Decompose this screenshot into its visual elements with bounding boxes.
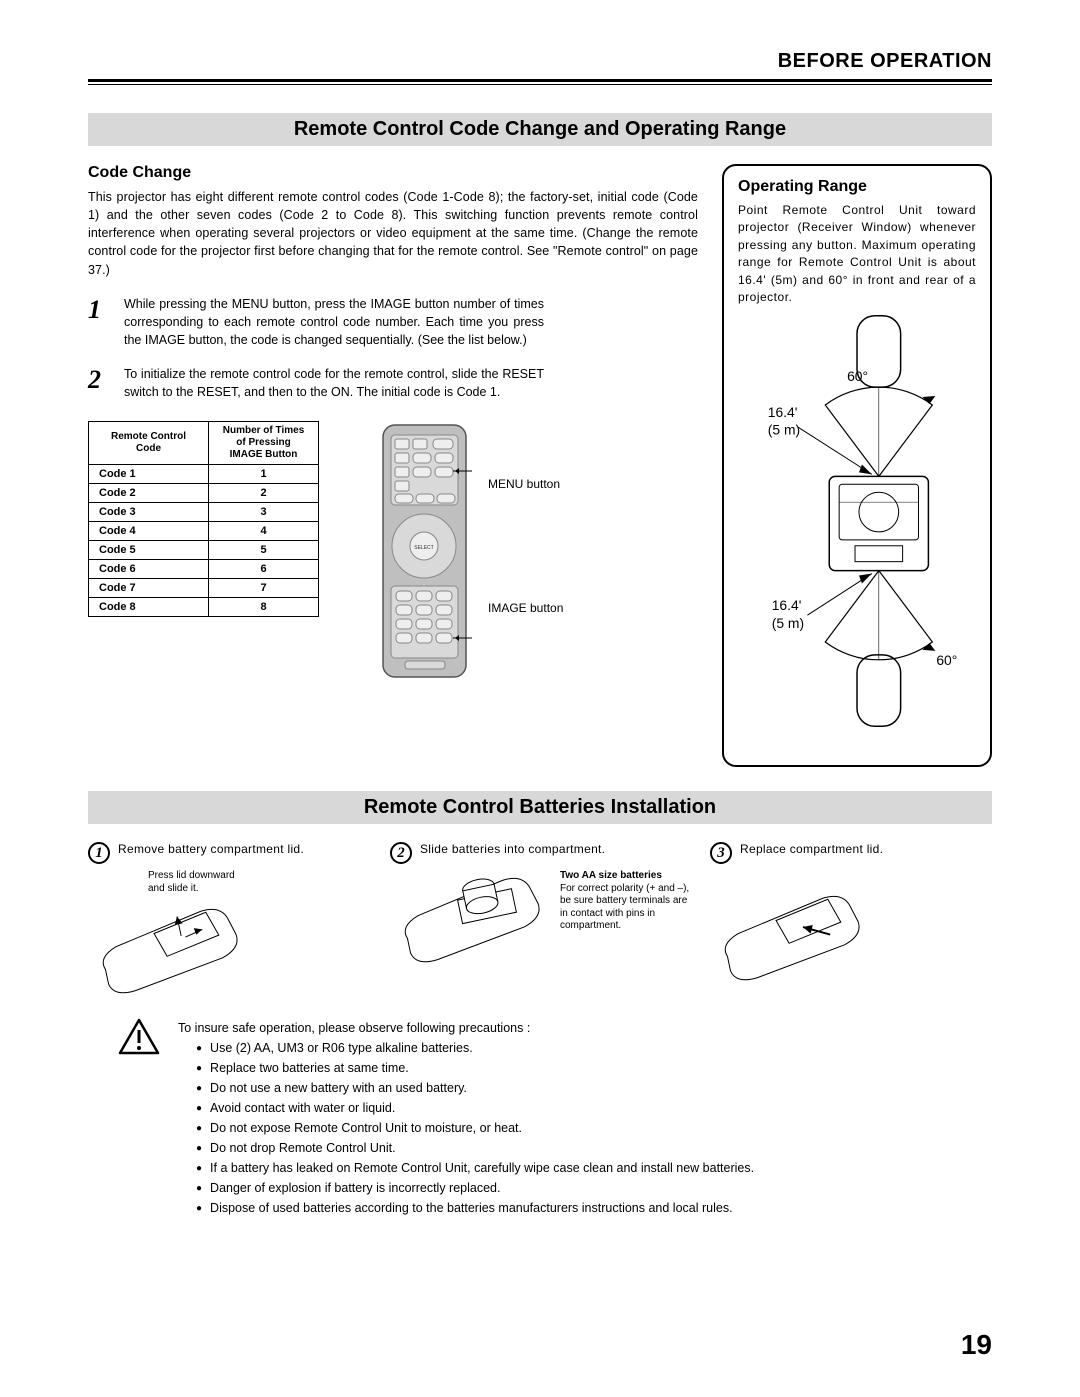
code-cell: Code 2 [89,484,209,503]
precaution-item: Do not use a new battery with an used ba… [196,1078,754,1098]
menu-button-label: MENU button [488,477,563,491]
code-cell: Code 8 [89,598,209,617]
battery-step-1: 1 Remove battery compartment lid. Press … [88,842,370,996]
image-button-label: IMAGE button [488,601,563,615]
code-cell: Code 3 [89,503,209,522]
battery-text-1: Remove battery compartment lid. [118,842,304,858]
table-row: Code 77 [89,579,319,598]
times-cell: 1 [209,465,319,484]
times-cell: 2 [209,484,319,503]
code-change-intro: This projector has eight different remot… [88,188,698,279]
step-2-text: To initialize the remote control code fo… [124,365,544,401]
battery-steps: 1 Remove battery compartment lid. Press … [88,842,992,996]
operating-range-box: Operating Range Point Remote Control Uni… [722,164,992,767]
step-2-num: 2 [88,365,110,401]
step-1-text: While pressing the MENU button, press th… [124,295,544,349]
dist-bot-1: 16.4' [772,598,802,614]
code-cell: Code 6 [89,560,209,579]
battery-step-2: 2 Slide batteries into compartment. Two … [390,842,690,996]
battery-step-3: 3 Replace compartment lid. [710,842,992,996]
step-2: 2 To initialize the remote control code … [88,365,698,401]
left-column: Code Change This projector has eight dif… [88,164,698,681]
times-cell: 8 [209,598,319,617]
th-code: Remote Control Code [89,422,209,465]
precautions-row: To insure safe operation, please observe… [88,1018,992,1218]
code-cell: Code 5 [89,541,209,560]
precaution-item: Use (2) AA, UM3 or R06 type alkaline bat… [196,1038,754,1058]
precaution-item: If a battery has leaked on Remote Contro… [196,1158,754,1178]
step-1-num: 1 [88,295,110,349]
remote-callouts: MENU button IMAGE button [488,421,563,681]
remote-lid-illustration [88,901,248,996]
battery-text-3: Replace compartment lid. [740,842,883,858]
battery-num-2: 2 [390,842,412,864]
times-cell: 4 [209,522,319,541]
page-number: 19 [961,1329,992,1361]
table-row: Code 33 [89,503,319,522]
code-cell: Code 1 [89,465,209,484]
section1-columns: Code Change This projector has eight dif… [88,164,992,767]
code-change-heading: Code Change [88,164,698,182]
right-column: Operating Range Point Remote Control Uni… [722,164,992,767]
battery-text-2: Slide batteries into compartment. [420,842,605,858]
step-1: 1 While pressing the MENU button, press … [88,295,698,349]
th-times: Number of Times of Pressing IMAGE Button [209,422,319,465]
svg-text:SELECT: SELECT [414,545,433,551]
battery-note-1: Press lid downward and slide it. [148,870,238,895]
times-cell: 3 [209,503,319,522]
table-row: Code 11 [89,465,319,484]
dist-top-1: 16.4' [768,404,798,420]
range-text: Point Remote Control Unit toward project… [738,202,976,306]
code-cell: Code 7 [89,579,209,598]
precaution-item: Avoid contact with water or liquid. [196,1098,754,1118]
remote-diagram-area: SELECT MENU button IMA [377,421,563,681]
table-row: Code 22 [89,484,319,503]
battery-num-1: 1 [88,842,110,864]
times-cell: 7 [209,579,319,598]
angle-top: 60° [847,369,868,385]
table-and-remote: Remote Control Code Number of Times of P… [88,401,698,681]
precaution-item: Danger of explosion if battery is incorr… [196,1178,754,1198]
two-aa-bold: Two AA size batteries [560,870,662,881]
precaution-item: Replace two batteries at same time. [196,1058,754,1078]
code-cell: Code 4 [89,522,209,541]
table-row: Code 88 [89,598,319,617]
code-table: Remote Control Code Number of Times of P… [88,421,319,617]
precaution-item: Do not drop Remote Control Unit. [196,1138,754,1158]
remote-illustration: SELECT [377,421,472,681]
header-rule [88,79,992,85]
dist-bot-2: (5 m) [772,615,804,631]
dist-top-2: (5 m) [768,422,800,438]
precaution-item: Dispose of used batteries according to t… [196,1198,754,1218]
section-bar-2: Remote Control Batteries Installation [88,791,992,824]
precautions-lead: To insure safe operation, please observe… [178,1018,754,1038]
page-header: BEFORE OPERATION [88,50,992,79]
caution-icon [118,1018,160,1056]
section-bar-1: Remote Control Code Change and Operating… [88,113,992,146]
range-diagram: 60° 60° 16.4' (5 m) 16.4' (5 m) [738,306,976,736]
angle-bottom: 60° [936,652,957,668]
range-heading: Operating Range [738,178,976,196]
times-cell: 5 [209,541,319,560]
battery-num-3: 3 [710,842,732,864]
table-row: Code 44 [89,522,319,541]
remote-batteries-illustration [390,870,550,965]
polarity-note: For correct polarity (+ and –), be sure … [560,883,689,932]
precaution-item: Do not expose Remote Control Unit to moi… [196,1118,754,1138]
table-row: Code 55 [89,541,319,560]
remote-replace-illustration [710,888,870,983]
times-cell: 6 [209,560,319,579]
table-row: Code 66 [89,560,319,579]
precautions-text: To insure safe operation, please observe… [178,1018,754,1218]
battery-note-2: Two AA size batteries For correct polari… [560,870,690,965]
